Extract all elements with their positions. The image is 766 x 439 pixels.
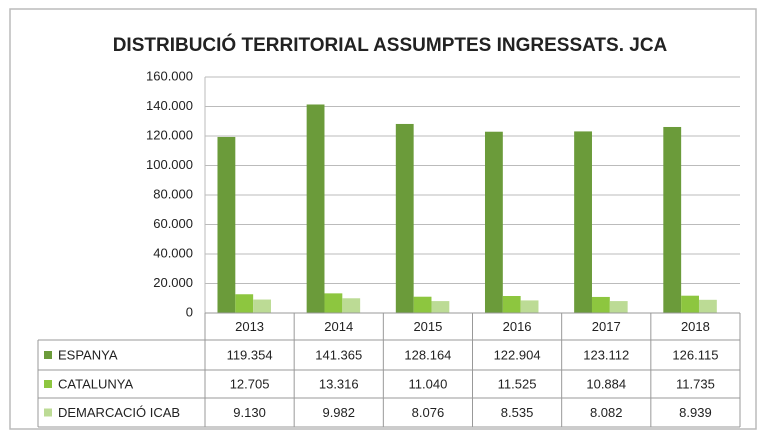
bar (520, 300, 539, 313)
legend-marker (44, 380, 52, 388)
bar (324, 293, 343, 313)
y-tick-label: 80.000 (153, 186, 193, 201)
x-tick-label: 2015 (413, 319, 442, 334)
table-value: 8.535 (501, 405, 534, 420)
bar (574, 131, 592, 313)
bar (698, 299, 717, 313)
bar (413, 296, 432, 313)
y-tick-label: 20.000 (153, 275, 193, 290)
y-tick-label: 60.000 (153, 216, 193, 231)
table-value: 11.040 (409, 376, 448, 391)
legend-marker (44, 351, 52, 359)
table-value: 122.904 (494, 347, 541, 362)
bar (235, 294, 254, 313)
bar (681, 295, 699, 313)
x-tick-label: 2017 (592, 319, 621, 334)
x-tick-label: 2016 (503, 319, 532, 334)
table-value: 11.525 (498, 376, 537, 391)
bar (663, 126, 682, 313)
table-value: 8.082 (590, 405, 623, 420)
x-tick-label: 2018 (681, 319, 710, 334)
bar (217, 136, 236, 313)
y-tick-label: 40.000 (153, 245, 193, 260)
bar (484, 131, 503, 313)
bar (306, 104, 325, 313)
table-value: 11.735 (676, 376, 715, 391)
y-tick-label: 100.000 (146, 157, 193, 172)
bar (342, 298, 361, 313)
legend-label: ESPANYA (58, 347, 118, 362)
table-value: 12.705 (230, 376, 270, 391)
y-tick-label: 160.000 (146, 68, 193, 83)
table-value: 9.982 (322, 405, 355, 420)
y-tick-label: 120.000 (146, 127, 193, 142)
bar (253, 299, 271, 313)
bar (431, 301, 450, 313)
table-value: 8.076 (412, 405, 445, 420)
x-tick-label: 2013 (235, 319, 264, 334)
table-value: 123.112 (583, 347, 629, 362)
bar (591, 296, 610, 313)
table-value: 128.164 (404, 347, 451, 362)
legend-marker (44, 408, 52, 417)
bar (502, 296, 521, 313)
table-value: 10.884 (586, 376, 626, 391)
chart-title: DISTRIBUCIÓ TERRITORIAL ASSUMPTES INGRES… (113, 34, 668, 56)
table-value: 141.365 (315, 347, 362, 362)
y-tick-label: 0 (186, 304, 193, 319)
bar (609, 301, 628, 313)
legend-label: DEMARCACIÓ ICAB (58, 405, 180, 420)
table-value: 119.354 (227, 347, 273, 362)
table-value: 13.316 (319, 376, 359, 391)
table-value: 9.130 (233, 405, 266, 420)
x-tick-label: 2014 (324, 319, 353, 334)
y-tick-label: 140.000 (146, 98, 193, 113)
legend-label: CATALUNYA (58, 376, 133, 391)
bar (395, 123, 414, 313)
table-value: 8.939 (679, 405, 712, 420)
table-value: 126.115 (672, 347, 718, 362)
